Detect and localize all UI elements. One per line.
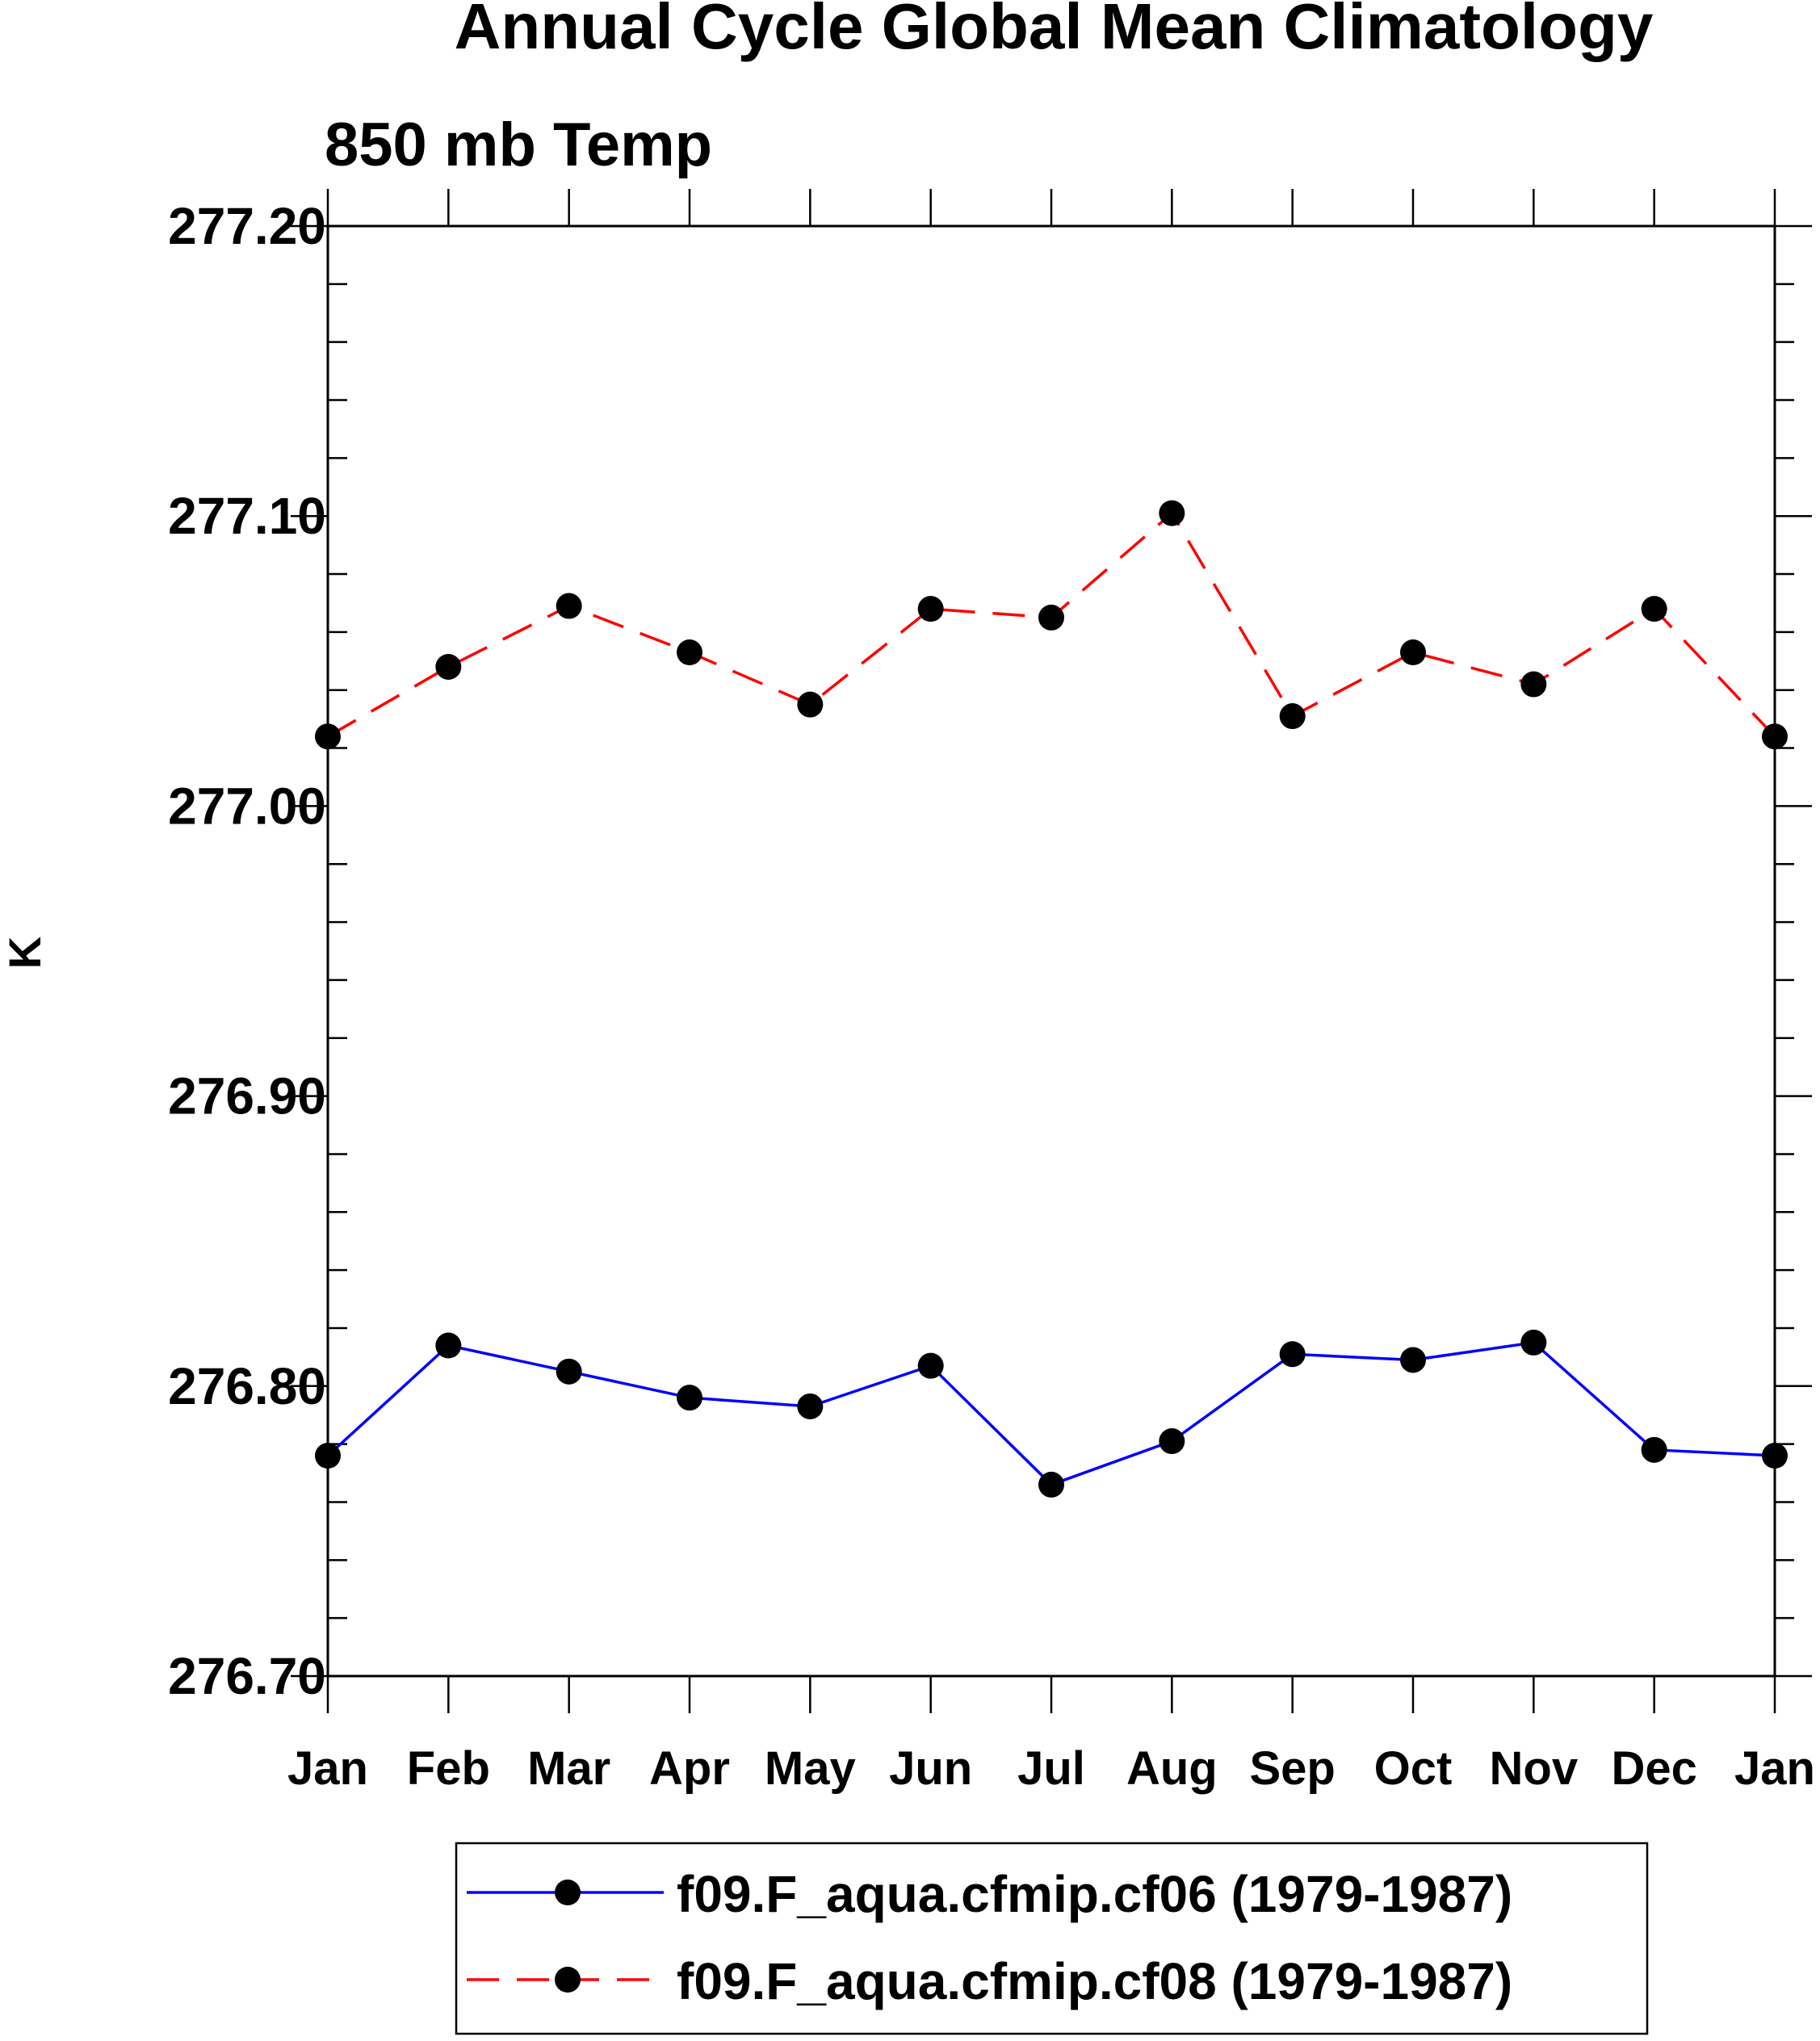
data-point bbox=[1641, 1436, 1667, 1463]
x-tick-label: Nov bbox=[1490, 1742, 1579, 1795]
data-point bbox=[1159, 1428, 1185, 1455]
series-group bbox=[315, 500, 1788, 1498]
data-point bbox=[1400, 639, 1426, 666]
y-tick-label: 277.10 bbox=[168, 487, 326, 545]
y-axis-label: K bbox=[0, 937, 50, 969]
data-point bbox=[677, 1385, 702, 1411]
x-tick-label: Jan bbox=[287, 1742, 368, 1795]
data-point bbox=[435, 653, 462, 680]
x-tick-label: Sep bbox=[1249, 1742, 1335, 1795]
data-point bbox=[556, 1358, 582, 1385]
series-line bbox=[326, 1341, 1776, 1486]
chart-subtitle: 850 mb Temp bbox=[325, 111, 712, 179]
y-tick-label: 277.20 bbox=[168, 197, 326, 255]
x-tick-label: Jul bbox=[1017, 1742, 1085, 1795]
data-point bbox=[677, 639, 702, 666]
legend-item-2: f09.F_aqua.cfmip.cf08 (1979-1987) bbox=[467, 1952, 1512, 2010]
x-tick-label: May bbox=[765, 1742, 856, 1795]
data-point bbox=[1279, 1341, 1306, 1368]
x-tick-label: Jan bbox=[1734, 1742, 1815, 1795]
y-tick-label: 276.90 bbox=[168, 1067, 326, 1125]
y-tick-labels: 276.70 276.80 276.90 277.00 277.10 277.20 bbox=[168, 197, 326, 1705]
x-tick-label: Feb bbox=[407, 1742, 490, 1795]
data-point bbox=[917, 596, 944, 622]
legend-item-1: f09.F_aqua.cfmip.cf06 (1979-1987) bbox=[467, 1865, 1512, 1923]
x-tick-label: Mar bbox=[527, 1742, 610, 1795]
plot-frame bbox=[326, 224, 1776, 1678]
x-tick-label: Apr bbox=[649, 1742, 730, 1795]
y-tick-label: 276.70 bbox=[168, 1647, 326, 1705]
series-1 bbox=[315, 1329, 1788, 1498]
axis-ticks bbox=[291, 189, 1812, 1713]
legend-marker bbox=[555, 1967, 581, 1993]
y-tick-label: 277.00 bbox=[168, 777, 326, 835]
x-tick-label: Jun bbox=[889, 1742, 972, 1795]
data-point bbox=[1038, 604, 1064, 631]
data-point bbox=[1159, 500, 1185, 526]
data-point bbox=[797, 691, 824, 718]
data-point bbox=[1520, 1329, 1547, 1356]
legend-box bbox=[455, 1842, 1649, 2035]
y-tick-label: 276.80 bbox=[168, 1357, 326, 1415]
x-tick-labels: Jan Feb Mar Apr May Jun Jul Aug Sep Oct Nov Dec Jan bbox=[287, 1742, 1815, 1795]
data-point bbox=[1520, 671, 1547, 698]
x-tick-label: Oct bbox=[1374, 1742, 1453, 1795]
data-point bbox=[917, 1352, 944, 1379]
data-point bbox=[797, 1393, 824, 1419]
chart-title: Annual Cycle Global Mean Climatology bbox=[455, 0, 1654, 62]
legend: f09.F_aqua.cfmip.cf06 (1979-1987) f09.F_a… bbox=[455, 1842, 1649, 2035]
data-point bbox=[556, 593, 582, 619]
legend-label: f09.F_aqua.cfmip.cf06 (1979-1987) bbox=[677, 1865, 1512, 1923]
data-point bbox=[1279, 703, 1306, 730]
series-2 bbox=[315, 500, 1788, 750]
x-tick-label: Aug bbox=[1126, 1742, 1218, 1795]
x-tick-label: Dec bbox=[1611, 1742, 1696, 1795]
data-point bbox=[1400, 1347, 1426, 1373]
data-point bbox=[435, 1332, 462, 1359]
legend-marker bbox=[555, 1880, 581, 1905]
legend-label: f09.F_aqua.cfmip.cf08 (1979-1987) bbox=[677, 1952, 1512, 2010]
data-point bbox=[1038, 1471, 1064, 1498]
data-point bbox=[1641, 596, 1667, 622]
